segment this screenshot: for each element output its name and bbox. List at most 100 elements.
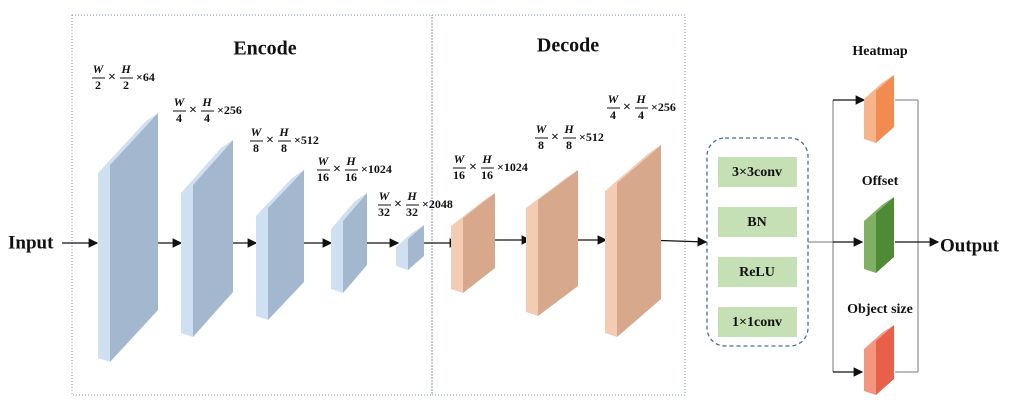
decode-title: Decode	[537, 35, 599, 57]
head-block-side	[864, 325, 894, 349]
dim-text: W	[608, 92, 620, 106]
dim-text: W	[318, 154, 330, 168]
encoder-block-edge	[181, 185, 193, 337]
encoder-block-side	[331, 193, 367, 229]
dim-text: 16	[345, 170, 357, 184]
head-block-side	[864, 197, 894, 221]
dim-text: 16	[481, 168, 493, 182]
module-layer-text: BN	[747, 215, 766, 230]
encode-frame	[71, 14, 433, 396]
encoder-block	[408, 225, 424, 270]
encode-title: Encode	[233, 38, 296, 60]
dim-text: W	[93, 62, 105, 76]
encoder-block	[193, 140, 233, 337]
decoder-block-side	[526, 170, 578, 208]
head-block-side	[864, 75, 894, 99]
encoder-block-side	[256, 170, 304, 216]
head-label: Heatmap	[852, 44, 907, 59]
head-block-edge	[864, 341, 876, 395]
encoder-block-edge	[256, 208, 268, 320]
encoder-block-side	[98, 113, 158, 173]
module-layer	[718, 257, 797, 287]
dim-text: ×	[266, 133, 274, 148]
encoder-block	[110, 113, 158, 362]
arrows	[62, 95, 940, 377]
dim-text: 8	[281, 141, 287, 155]
dim-text: ×	[394, 197, 402, 212]
dim-text: ×	[469, 160, 477, 175]
dim-text: H	[481, 152, 492, 166]
dim-text: ×512	[579, 130, 604, 144]
decoder-block-edge	[451, 218, 463, 293]
module-layer-text: 3×3conv	[732, 165, 782, 180]
dim-text: H	[278, 125, 289, 139]
decoder-block-edge	[605, 183, 617, 337]
head-block	[876, 75, 894, 143]
head-block-edge	[864, 91, 876, 143]
dim-text: ×	[551, 130, 559, 145]
dim-text: H	[120, 62, 131, 76]
dim-text: ×512	[294, 133, 319, 147]
dim-text: ×	[623, 100, 631, 115]
encoder-block-side	[181, 140, 233, 193]
dim-text: H	[635, 92, 646, 106]
decoder-block-side	[451, 193, 495, 226]
dim-text: 16	[317, 170, 329, 184]
dim-text: W	[536, 122, 548, 136]
dim-text: ×256	[217, 103, 242, 117]
dim-text: 4	[204, 111, 210, 125]
dim-text: 2	[95, 78, 101, 92]
dim-text: 16	[453, 168, 465, 182]
dim-text: 8	[253, 141, 259, 155]
encoder-block-edge	[98, 165, 110, 362]
module-layer-text: 1×1conv	[732, 315, 782, 330]
dim-text: 32	[378, 205, 390, 219]
decoder-block	[463, 193, 495, 293]
dim-text: H	[345, 154, 356, 168]
decoder-block-edge	[526, 200, 538, 316]
decoder-block	[538, 170, 578, 316]
dim-text: H	[406, 189, 417, 203]
output-label: Output	[940, 235, 1000, 256]
head-block-edge	[864, 213, 876, 273]
encoder-block-edge	[331, 221, 343, 293]
dim-text: ×	[108, 70, 116, 85]
head-block	[876, 325, 894, 395]
module-layer	[718, 207, 797, 237]
encoder-block	[343, 193, 367, 293]
decoder-block	[617, 145, 661, 337]
dim-text: 4	[638, 108, 644, 122]
dim-text: 2	[123, 78, 129, 92]
head-label: Offset	[862, 174, 899, 189]
dim-text: ×1024	[497, 160, 528, 174]
dim-text: ×256	[651, 100, 676, 114]
dim-text: 8	[538, 138, 544, 152]
dim-text: W	[379, 189, 391, 203]
input-label: Input	[8, 232, 54, 253]
module-layer-text: ReLU	[739, 265, 775, 280]
module-layer	[718, 157, 797, 187]
encoder-block	[268, 170, 304, 320]
dim-text: ×1024	[361, 162, 392, 176]
head-label: Object size	[847, 302, 913, 317]
dim-text: ×	[333, 162, 341, 177]
dim-text: ×	[189, 103, 197, 118]
dim-text: ×2048	[422, 197, 453, 211]
module-layer	[718, 307, 797, 337]
decode-frame	[431, 14, 686, 396]
dim-text: W	[251, 125, 263, 139]
encoder-block-side	[396, 225, 424, 247]
dim-text: 8	[566, 138, 572, 152]
dim-text: H	[201, 95, 212, 109]
encoder-block-edge	[396, 239, 408, 270]
dim-text: 4	[176, 111, 182, 125]
decoder-block-side	[605, 145, 661, 191]
dim-text: W	[454, 152, 466, 166]
dim-text: ×64	[136, 70, 155, 84]
dim-text: 32	[406, 205, 418, 219]
dim-text: H	[563, 122, 574, 136]
dim-text: 4	[610, 108, 616, 122]
head-block	[876, 197, 894, 273]
